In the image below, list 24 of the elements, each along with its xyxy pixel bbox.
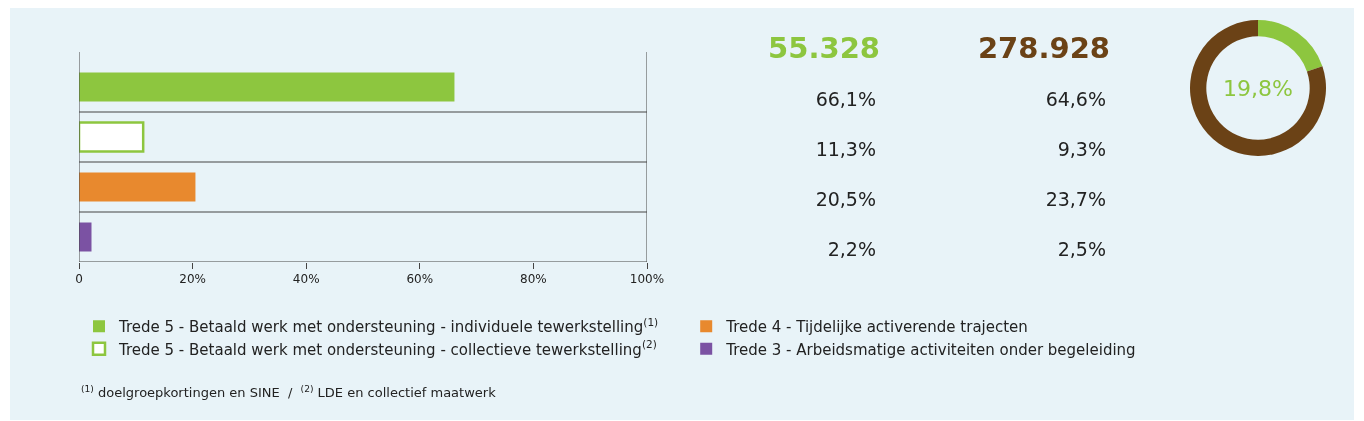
donut-slice [1190, 20, 1326, 156]
x-tick-label: 100% [629, 272, 665, 287]
text: 2,5% [1057, 238, 1106, 260]
text: 19,8% [1223, 76, 1293, 101]
text: 11,3% [815, 138, 876, 160]
legend-label: Trede 5 - Betaald werk met ondersteuning - collectieve tewerkstelling$^{(2)}$ [118, 338, 657, 359]
text: 9,3% [1057, 138, 1106, 160]
text: 20,5% [815, 188, 876, 210]
legend-label: Trede 5 - Betaald werk met ondersteuning - individuele tewerkstelling$^{(1)}$ [118, 315, 659, 337]
text: 55.328 [767, 30, 880, 67]
text: 278.928 [976, 30, 1110, 67]
x-tick-label: 60% [406, 272, 434, 287]
x-tick-label: 20% [179, 272, 206, 287]
text: 23,7% [1045, 188, 1106, 210]
text: 66,1% [815, 88, 876, 110]
x-tick-label: 40% [292, 272, 320, 287]
text: 2,2% [827, 238, 876, 260]
legend-label: Trede 4 - Tijdelijke activerende trajecten [725, 318, 1028, 337]
donut-slice [1258, 20, 1323, 72]
text: 64,6% [1045, 88, 1106, 110]
x-tick-label: 80% [520, 272, 547, 287]
legend-label: Trede 3 - Arbeidsmatige activiteiten onder begeleiding [725, 340, 1136, 359]
x-tick-label: 0 [75, 272, 83, 287]
text: $^{(1)}$ doelgroepkortingen en SINE / $^{(2)}$ LDE en collectief maatwerk [81, 384, 497, 401]
